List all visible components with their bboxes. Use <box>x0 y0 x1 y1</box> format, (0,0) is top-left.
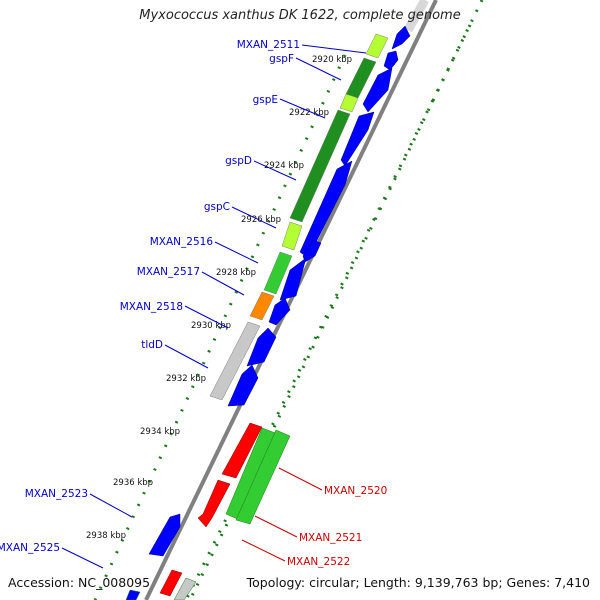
gene-arrow <box>383 50 399 71</box>
feature-orange <box>249 291 275 321</box>
outer-tick-ring-right <box>188 0 484 600</box>
gene-label: MXAN_2517 <box>137 266 200 278</box>
ruler-label: 2920 kbp <box>312 55 352 65</box>
gene-label: tldD <box>141 339 163 351</box>
gene-arrow <box>148 513 181 557</box>
feature-bars <box>209 33 389 401</box>
gene-arrow <box>197 479 231 528</box>
ruler-label: 2926 kbp <box>241 215 281 225</box>
gene-arrow <box>227 364 259 407</box>
genome-backbone <box>144 0 438 600</box>
ruler-label: 2924 kbp <box>264 161 304 171</box>
gene-label: gspD <box>225 155 252 167</box>
gene-arrow <box>362 67 393 113</box>
feature-dark-green <box>289 109 351 223</box>
feature-green <box>263 251 293 295</box>
gene-arrow <box>279 257 307 301</box>
feature-gray <box>209 321 261 401</box>
genome-summary: Topology: circular; Length: 9,139,763 bp… <box>246 575 590 590</box>
gene-arrow <box>340 111 375 167</box>
feature-green <box>235 429 291 525</box>
ruler-label: 2930 kbp <box>191 321 231 331</box>
gene-labels-right: MXAN_2520 MXAN_2521 MXAN_2522 <box>287 485 387 568</box>
gene-label: MXAN_2520 <box>324 485 387 497</box>
ruler-label: 2934 kbp <box>140 427 180 437</box>
green-features-lower <box>125 427 291 600</box>
gene-arrow <box>159 569 183 597</box>
ruler-label: 2922 kbp <box>289 108 329 118</box>
genome-title: Myxococcus xanthus DK 1622, complete gen… <box>139 8 461 23</box>
feature-gray <box>173 577 197 600</box>
gene-arrow <box>268 297 291 326</box>
gene-label: gspC <box>204 201 230 213</box>
label-leaders-blue <box>61 44 367 569</box>
gene-label: gspE <box>253 94 278 106</box>
ruler-label: 2932 kbp <box>166 374 206 384</box>
feature-light-green <box>365 33 389 59</box>
feature-light-green <box>281 221 303 251</box>
gene-label: MXAN_2511 <box>237 39 300 51</box>
gene-label: MXAN_2525 <box>0 542 60 554</box>
gene-label: MXAN_2522 <box>287 556 350 568</box>
gene-label: MXAN_2518 <box>120 301 183 313</box>
ruler-label: 2938 kbp <box>86 531 126 541</box>
gene-labels-left: MXAN_2511 gspF gspE gspD gspC MXAN_2516 … <box>0 39 300 554</box>
gene-label: MXAN_2521 <box>299 532 362 544</box>
feature-top-strip <box>404 0 429 33</box>
gene-label: MXAN_2523 <box>25 488 88 500</box>
tick-ring-left <box>93 54 347 600</box>
gene-arrow <box>299 160 353 259</box>
reverse-genes <box>159 422 263 597</box>
label-leaders-red <box>241 467 323 562</box>
gene-arrow <box>391 25 411 50</box>
feature-blue <box>125 589 141 600</box>
ruler-label: 2936 kbp <box>113 478 153 488</box>
gene-label: MXAN_2516 <box>150 236 214 248</box>
gene-label: gspF <box>269 53 294 65</box>
gene-arrow <box>221 422 263 479</box>
feature-light-green <box>339 93 359 113</box>
ruler-labels: 2920 kbp 2922 kbp 2924 kbp 2926 kbp 2928… <box>86 55 352 541</box>
accession-label: Accession: NC_008095 <box>8 575 151 590</box>
gene-arrow <box>246 327 277 367</box>
ruler-label: 2928 kbp <box>216 268 256 278</box>
forward-genes <box>148 25 411 557</box>
